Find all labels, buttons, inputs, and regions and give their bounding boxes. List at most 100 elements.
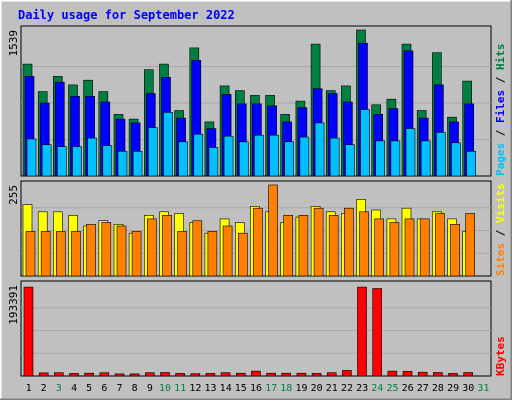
legend-separator: / [494,123,507,143]
bar-kbytes [266,372,276,377]
bar-sites [389,222,400,277]
bar-kbytes [311,373,322,377]
bar-kbytes [296,372,307,377]
x-tick-label: 22 [341,383,353,394]
legend-entry-pages: Pages [494,143,507,176]
bar-pages [466,151,477,177]
bar-pages [284,141,295,177]
bar-kbytes [175,373,185,377]
bar-kbytes [357,286,367,377]
bar-sites [177,231,187,277]
bar-kbytes [372,288,383,377]
bar-sites [71,231,81,277]
x-tick-label: 23 [356,383,368,394]
bar-layer [22,29,477,377]
bar-kbytes [205,373,216,377]
bar-pages [132,151,143,177]
bar-sites [207,231,218,277]
bar-pages [41,144,52,177]
y-max-label: 1539 [7,30,20,57]
bar-sites [253,207,263,277]
chart-title: Daily usage for September 2022 [18,8,235,22]
legend-1: Sites / Visits [494,183,507,276]
bar-sites [344,207,354,277]
legend-entry-hits: Hits [494,44,507,71]
x-tick-label: 16 [250,383,262,394]
panel-kbytes-bg [20,280,492,377]
bar-sites [404,218,415,277]
bar-pages [163,112,173,177]
y-max-label: 193391 [7,285,20,325]
bar-pages [72,146,82,177]
bar-pages [299,136,310,177]
x-tick-label: 18 [280,383,292,394]
bar-pages [451,142,461,177]
bar-kbytes [129,373,140,377]
y-max-label: 255 [7,185,20,205]
bar-pages [405,128,416,177]
bar-sites [147,218,157,277]
bar-pages [56,146,67,177]
bar-pages [436,132,446,177]
x-tick-label: 10 [159,383,171,394]
bar-kbytes [448,373,458,377]
x-tick-label: 19 [295,383,307,394]
x-tick-label: 3 [56,383,62,394]
bar-kbytes [38,372,49,377]
bar-sites [465,213,476,277]
bar-kbytes [23,286,34,377]
x-tick-label: 12 [189,383,201,394]
bar-kbytes [281,372,292,377]
x-tick-label: 17 [265,383,277,394]
bar-pages [345,144,355,177]
bar-sites [101,222,112,277]
x-tick-label: 1 [26,383,32,394]
legend-entry-files: Files [494,90,507,123]
bar-kbytes [220,372,231,377]
bar-pages [178,141,188,177]
bar-sites [450,224,460,277]
bar-kbytes [84,372,94,377]
bar-pages [239,141,249,177]
x-tick-label: 13 [204,383,216,394]
bar-pages [269,134,279,177]
bar-kbytes [69,373,79,377]
bar-pages [314,122,325,177]
x-tick-label: 2 [41,383,47,394]
bar-pages [208,147,219,177]
x-tick-label: 26 [402,383,414,394]
x-tick-label: 25 [386,383,398,394]
x-tick-label: 15 [235,383,247,394]
bar-pages [117,151,128,177]
bar-pages [102,145,113,177]
bar-pages [329,137,340,177]
bar-kbytes [160,372,170,377]
x-tick-label: 27 [417,383,429,394]
x-tick-label: 30 [462,383,474,394]
x-tick-label: 7 [116,383,122,394]
bar-sites [359,211,369,277]
bar-kbytes [145,372,155,377]
x-tick-label: 29 [447,383,459,394]
bar-sites [328,215,339,277]
bar-pages [223,135,234,177]
bar-sites [435,213,445,277]
bar-sites [298,215,309,277]
bar-pages [26,138,37,177]
x-tick-label: 5 [86,383,92,394]
bar-kbytes [463,372,474,377]
bar-kbytes [190,373,201,377]
bar-pages [375,140,386,177]
bar-kbytes [99,372,110,377]
legend-separator: / [494,223,507,243]
bar-pages [254,134,264,177]
bar-sites [283,215,294,277]
bar-pages [360,109,370,177]
bar-kbytes [342,370,352,377]
x-tick-label: 31 [477,383,489,394]
bar-sites [86,224,96,277]
bar-kbytes [387,370,398,377]
bar-kbytes [417,371,428,377]
bar-pages [420,140,431,177]
x-tick-label: 9 [147,383,153,394]
